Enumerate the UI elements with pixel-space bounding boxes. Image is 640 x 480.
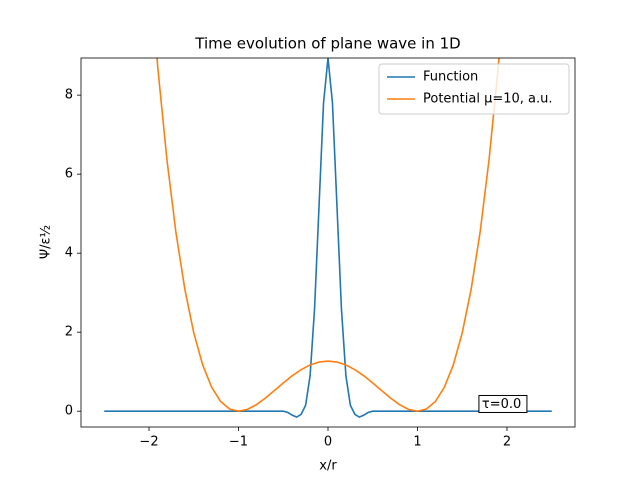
- legend-label: Potential μ=10, a.u.: [423, 92, 553, 107]
- y-tick-label: 6: [65, 167, 73, 182]
- y-tick-label: 8: [65, 88, 73, 103]
- plot-area: [104, 58, 552, 419]
- x-tick-label: −2: [139, 435, 158, 450]
- y-axis-label: Ψ/ε½: [39, 225, 54, 259]
- x-tick-label: 0: [324, 435, 332, 450]
- line-series: [104, 58, 552, 419]
- line-series: [156, 58, 500, 413]
- x-tick-label: 1: [413, 435, 421, 450]
- y-tick-label: 4: [65, 246, 73, 261]
- legend-label: Function: [423, 70, 478, 85]
- x-tick-label: −1: [229, 435, 248, 450]
- y-tick-label: 0: [65, 404, 73, 419]
- annotation: τ=0.0: [482, 397, 521, 412]
- x-tick-label: 2: [503, 435, 511, 450]
- legend-box: [378, 63, 570, 115]
- x-axis-label: x/r: [319, 459, 337, 474]
- annotation-box: [478, 394, 528, 413]
- chart-title: Time evolution of plane wave in 1D: [194, 35, 460, 53]
- y-tick-label: 2: [65, 325, 73, 340]
